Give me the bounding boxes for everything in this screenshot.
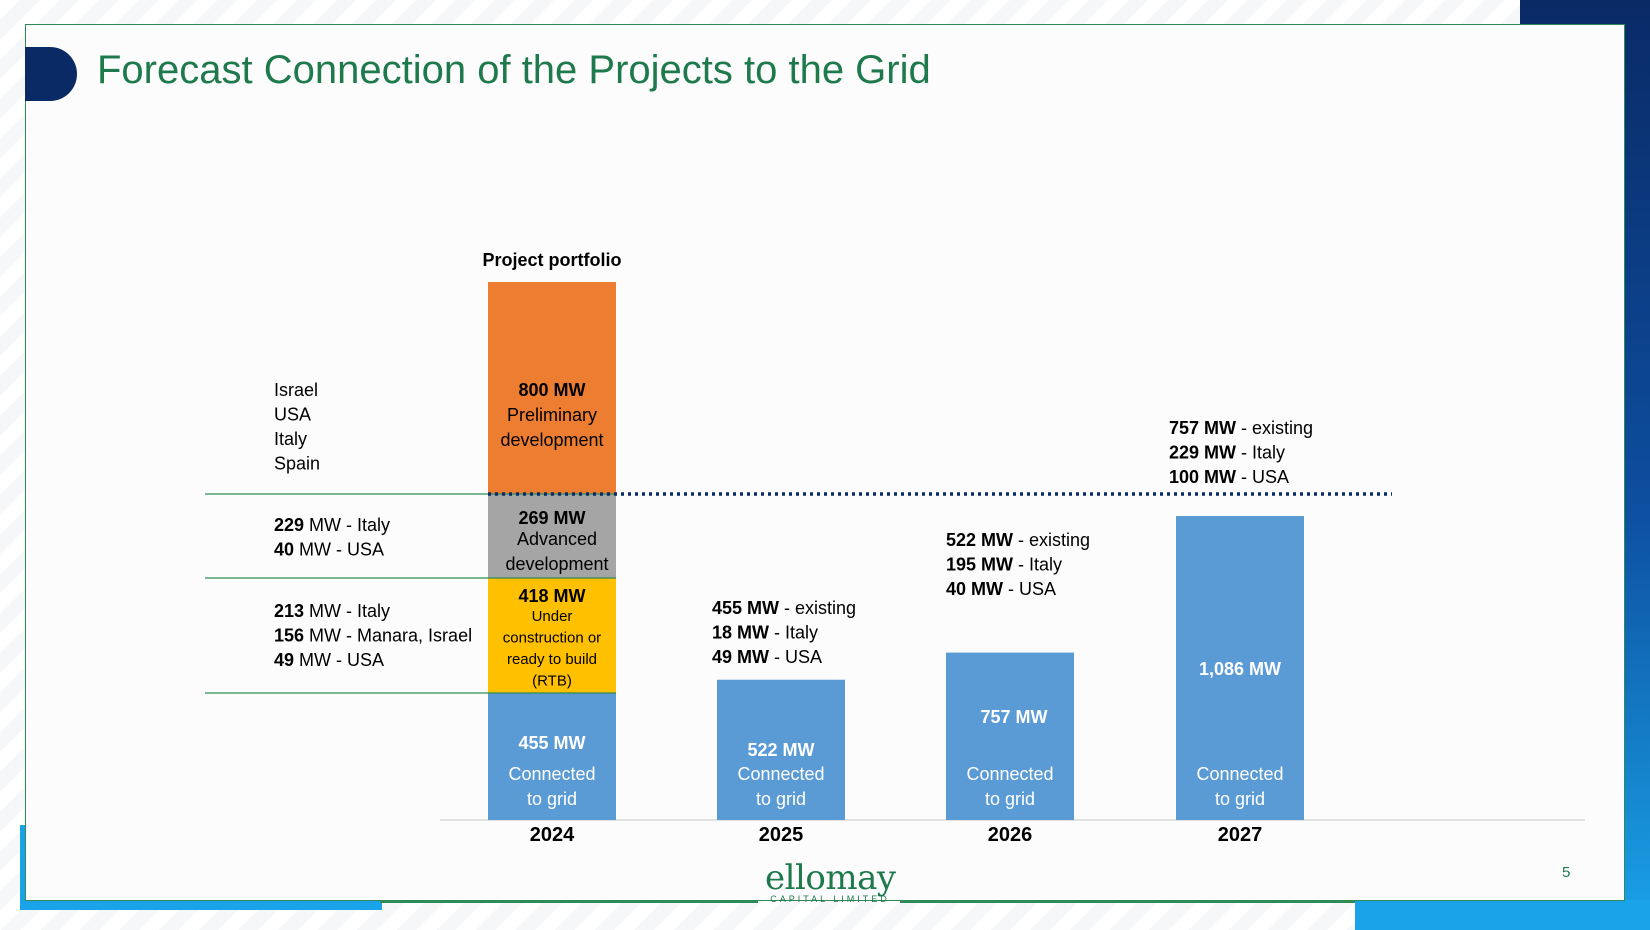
- left-label-preliminary-4: Spain: [274, 454, 320, 474]
- footer-line-right: [900, 901, 1355, 903]
- portfolio-segment-advanced: [488, 494, 616, 578]
- corner-accent-bottom-right: [1355, 900, 1650, 930]
- segment-text-preliminary-line1: Preliminary: [507, 405, 597, 425]
- data-label-preliminary: 800 MW: [518, 380, 585, 400]
- left-label-advanced-1: 229 MW - Italy: [274, 515, 390, 535]
- bar-text-2027-line2: to grid: [1215, 789, 1265, 809]
- annotation-2026-line2: 195 MW - Italy: [946, 555, 1062, 575]
- corner-accent-bottom-left-horizontal: [20, 900, 382, 910]
- left-label-rtb-1: 213 MW - Italy: [274, 601, 390, 621]
- bar-text-2025-line1: Connected: [737, 764, 824, 784]
- left-label-rtb-2: 156 MW - Manara, Israel: [274, 626, 472, 646]
- annotation-2027-line2: 229 MW - Italy: [1169, 443, 1285, 463]
- chart-title: Project portfolio: [483, 250, 622, 270]
- page-number: 5: [1562, 864, 1571, 881]
- connected-bar-2025: [717, 679, 845, 820]
- left-label-preliminary-3: Italy: [274, 429, 307, 449]
- x-tick-label-2026: 2026: [988, 824, 1033, 846]
- title-accent-bar: [25, 47, 77, 101]
- connected-bar-2026: [946, 652, 1074, 820]
- segment-text-connected-line2: to grid: [527, 789, 577, 809]
- segment-text-rtb-line2: construction or: [503, 630, 601, 647]
- segment-text-rtb-line1: Under: [532, 608, 573, 625]
- portfolio-segment-preliminary: [488, 282, 616, 494]
- logo-wordmark: ellomay: [765, 858, 896, 898]
- data-label-connected-2025: 522 MW: [747, 740, 814, 760]
- slide-title: Forecast Connection of the Projects to t…: [97, 48, 931, 92]
- data-label-advanced: 269 MW: [518, 508, 585, 528]
- x-tick-label-2027: 2027: [1218, 824, 1263, 846]
- portfolio-segment-rtb: [488, 578, 616, 693]
- bar-text-2026-line1: Connected: [966, 764, 1053, 784]
- left-label-advanced-2: 40 MW - USA: [274, 540, 384, 560]
- segment-text-rtb-line3: ready to build: [507, 651, 597, 668]
- left-label-rtb-3: 49 MW - USA: [274, 650, 384, 670]
- x-tick-label-2024: 2024: [530, 824, 575, 846]
- annotation-2025-line1: 455 MW - existing: [712, 598, 856, 618]
- left-label-preliminary-2: USA: [274, 405, 311, 425]
- annotation-2025-line3: 49 MW - USA: [712, 647, 822, 667]
- data-label-connected-2024: 455 MW: [518, 733, 585, 753]
- segment-text-rtb-line4: (RTB): [532, 673, 572, 690]
- annotation-2027-line3: 100 MW - USA: [1169, 467, 1289, 487]
- portfolio-segment-connected: [488, 693, 616, 820]
- segment-text-advanced-line1: Advanced: [517, 529, 597, 549]
- bar-text-2027-line1: Connected: [1196, 764, 1283, 784]
- annotation-2026-line1: 522 MW - existing: [946, 530, 1090, 550]
- bar-text-2026-line2: to grid: [985, 789, 1035, 809]
- segment-text-preliminary-line2: development: [500, 430, 603, 450]
- logo-subtitle: CAPITAL LIMITED: [770, 894, 890, 904]
- annotation-2026-line3: 40 MW - USA: [946, 579, 1056, 599]
- annotation-2027-line1: 757 MW - existing: [1169, 418, 1313, 438]
- data-label-connected-2027: 1,086 MW: [1199, 659, 1281, 679]
- connected-bar-2027: [1176, 516, 1304, 820]
- footer-line-left: [380, 901, 758, 903]
- segment-text-advanced-line2: development: [505, 554, 608, 574]
- company-logo: ellomay CAPITAL LIMITED: [765, 858, 896, 904]
- segment-text-connected-line1: Connected: [508, 764, 595, 784]
- data-label-connected-2026: 757 MW: [980, 707, 1047, 727]
- annotation-2025-line2: 18 MW - Italy: [712, 623, 818, 643]
- bar-text-2025-line2: to grid: [756, 789, 806, 809]
- left-label-preliminary-1: Israel: [274, 380, 318, 400]
- x-tick-label-2025: 2025: [759, 824, 804, 846]
- data-label-rtb: 418 MW: [518, 586, 585, 606]
